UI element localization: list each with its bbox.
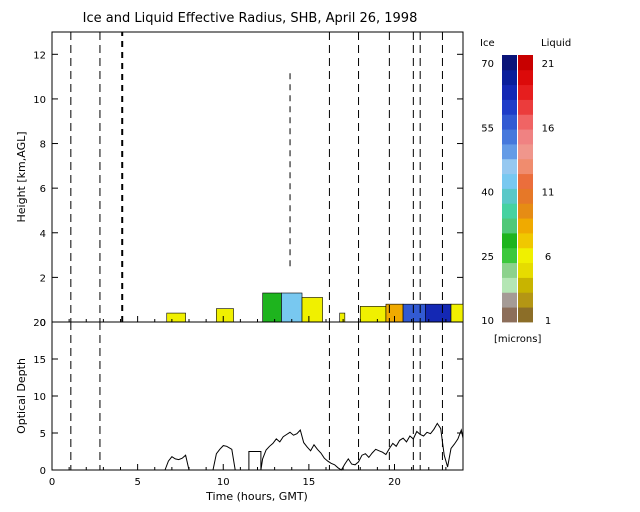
bottom-ytick-label-1: 5 xyxy=(40,429,46,440)
colorbar-ice-tick-4: 70 xyxy=(481,59,494,70)
cloud-segment-10 xyxy=(450,303,464,323)
colorbar-ice-swatch-13 xyxy=(502,114,517,130)
colorbar-ice-swatch-4 xyxy=(502,247,517,264)
bottom-x-ticks: 0 5 10 15 20 xyxy=(49,464,447,488)
colorbar-liquid-swatch-2 xyxy=(518,277,533,293)
bottom-ytick-label-2: 10 xyxy=(33,392,46,403)
colorbar-liquid-swatch-4 xyxy=(518,247,533,264)
colorbar-liquid-swatches xyxy=(518,55,533,323)
colorbar-ice-swatch-14 xyxy=(502,99,517,115)
colorbar-liquid-tick-4: 21 xyxy=(542,59,555,70)
colorbar-ice-swatch-1 xyxy=(502,292,517,308)
top-y-ticks: 0 2 4 6 8 10 12 xyxy=(33,50,463,329)
bottom-xtick-label-3: 15 xyxy=(303,477,316,488)
cloud-segment-3 xyxy=(281,292,303,323)
cloud-segment-6 xyxy=(359,306,387,323)
bottom-ytick-label-4: 20 xyxy=(33,318,46,329)
colorbar-ice-swatch-11 xyxy=(502,144,517,160)
colorbar-ice-swatches xyxy=(502,55,517,323)
colorbar-ice-swatch-15 xyxy=(502,84,517,100)
top-ytick-label-0: 0 xyxy=(40,318,46,329)
colorbar-liquid-tick-1: 6 xyxy=(545,252,551,263)
bottom-ylabel: Optical Depth xyxy=(15,358,28,434)
colorbar-ice-tick-1: 25 xyxy=(481,252,494,263)
top-ytick-label-6: 12 xyxy=(33,50,46,61)
optical-depth-line xyxy=(164,422,464,471)
top-dashed-lines xyxy=(70,32,443,322)
cloud-segment-4 xyxy=(301,297,323,323)
optical-depth-panel: 0 5 10 15 20 0 5 10 15 20 Optical Depth Time (ho… xyxy=(15,318,464,503)
colorbar-ice-swatch-7 xyxy=(502,203,517,219)
colorbar-liquid-swatch-8 xyxy=(518,188,533,204)
precip-columns xyxy=(121,32,291,322)
top-panel-frame xyxy=(51,31,464,323)
colorbar-liquid-label: Liquid xyxy=(541,38,571,49)
cloud-segment-1 xyxy=(216,308,234,323)
top-ylabel: Height [km,AGL] xyxy=(15,131,28,222)
cloud-segment-8 xyxy=(402,303,426,323)
colorbar-unit: [microns] xyxy=(494,334,541,345)
top-ytick-label-2: 4 xyxy=(40,229,46,240)
colorbar-liquid-tick-0: 1 xyxy=(545,316,551,327)
colorbar-ice-swatch-8 xyxy=(502,188,517,204)
colorbar-ice-swatch-5 xyxy=(502,233,517,249)
colorbar-liquid-swatch-0 xyxy=(518,307,533,323)
colorbar-ice-label: Ice xyxy=(480,38,495,49)
colorbar-liquid-swatch-6 xyxy=(518,218,533,234)
colorbar-liquid-tick-3: 16 xyxy=(542,123,555,134)
bottom-xtick-label-4: 20 xyxy=(388,477,401,488)
colorbar-liquid-swatch-3 xyxy=(518,262,533,278)
top-ytick-label-3: 6 xyxy=(40,184,46,195)
cloud-segment-0 xyxy=(166,312,186,323)
colorbar-ice-swatch-0 xyxy=(502,307,517,323)
bottom-xlabel: Time (hours, GMT) xyxy=(205,490,308,503)
colorbar-liquid-swatch-13 xyxy=(518,114,533,130)
chart-title: Ice and Liquid Effective Radius, SHB, Ap… xyxy=(83,11,418,26)
colorbar-liquid-swatch-17 xyxy=(518,55,533,71)
colorbar-ice-tick-2: 40 xyxy=(481,188,494,199)
colorbar-liquid-swatch-12 xyxy=(518,129,533,145)
colorbar-ice-swatch-6 xyxy=(502,218,517,234)
colorbar-ice-swatch-2 xyxy=(502,277,517,293)
colorbar-liquid-swatch-9 xyxy=(518,173,533,189)
colorbar-liquid-swatch-5 xyxy=(518,233,533,249)
bottom-ytick-label-0: 0 xyxy=(40,466,46,477)
colorbar-ice-swatch-17 xyxy=(502,55,517,71)
bottom-xtick-label-1: 5 xyxy=(134,477,140,488)
colorbar-ice-swatch-16 xyxy=(502,69,517,86)
colorbar-ice-swatch-3 xyxy=(502,262,517,278)
top-ytick-label-1: 2 xyxy=(40,273,46,284)
colorbar-liquid-swatch-7 xyxy=(518,203,533,219)
cloud-segment-5 xyxy=(339,312,346,323)
colorbar-liquid-swatch-14 xyxy=(518,99,533,115)
bottom-xtick-label-0: 0 xyxy=(49,477,55,488)
colorbar-ice-swatch-12 xyxy=(502,129,517,145)
top-ytick-label-5: 10 xyxy=(33,95,46,106)
colorbar-liquid-swatch-1 xyxy=(518,292,533,308)
top-ytick-label-4: 8 xyxy=(40,140,46,151)
bottom-ytick-label-3: 15 xyxy=(33,355,46,366)
bottom-y-ticks: 0 5 10 15 20 xyxy=(33,318,463,477)
colorbar-ice-swatch-9 xyxy=(502,173,517,189)
effective-radius-panel: 0 2 4 6 8 10 12 Height [km,AGL] xyxy=(15,31,464,329)
colorbar-liquid-swatch-10 xyxy=(518,158,533,175)
bottom-dashed-lines xyxy=(70,322,443,470)
bottom-xtick-label-2: 10 xyxy=(217,477,230,488)
colorbar-liquid-swatch-11 xyxy=(518,144,533,160)
cloud-segments xyxy=(166,292,464,323)
colorbar-liquid-swatch-15 xyxy=(518,84,533,100)
colorbar-liquid-swatch-16 xyxy=(518,69,533,86)
colorbar-ice-swatch-10 xyxy=(502,158,517,175)
colorbar-ice-tick-3: 55 xyxy=(481,123,494,134)
colorbar-ice-tick-0: 10 xyxy=(481,316,494,327)
cloud-segment-2 xyxy=(262,292,282,323)
bottom-panel-frame xyxy=(51,321,464,471)
colorbar-liquid-tick-2: 11 xyxy=(542,188,555,199)
